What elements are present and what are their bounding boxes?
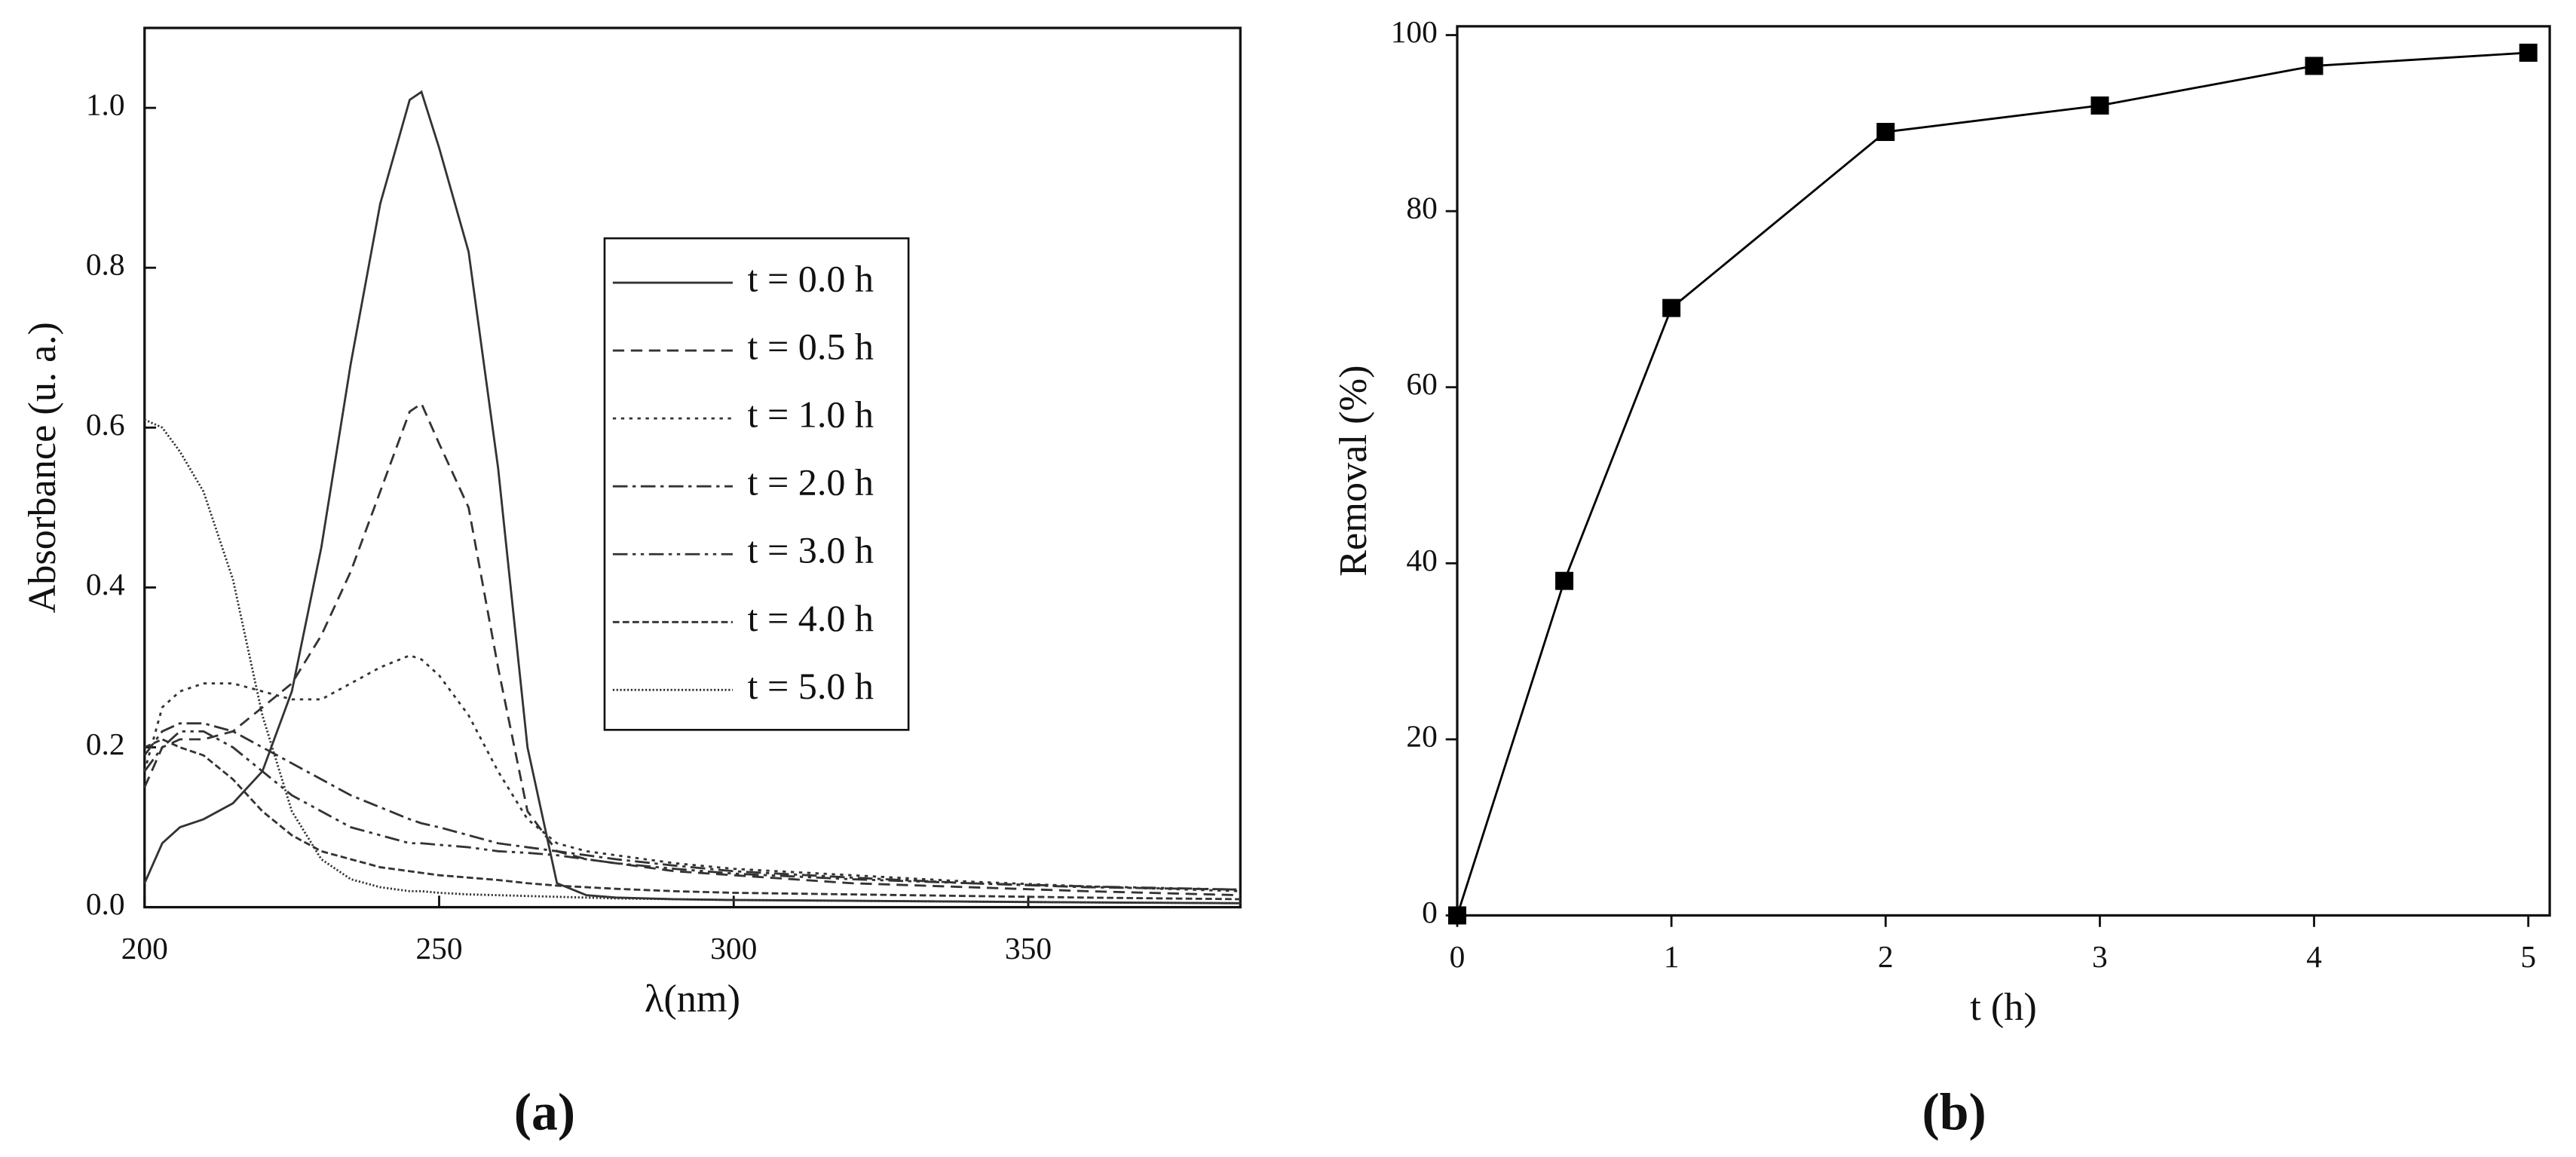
x-tick-label: 0 xyxy=(1450,939,1466,974)
legend-label: t = 2.0 h xyxy=(748,461,874,504)
y-tick-label: 0 xyxy=(1422,895,1438,929)
marker xyxy=(2091,96,2109,115)
x-tick-label: 1 xyxy=(1664,939,1680,974)
y-tick-label: 0.4 xyxy=(86,567,125,601)
y-tick-label: 0.0 xyxy=(86,886,125,921)
marker xyxy=(2519,43,2538,62)
y-tick-label: 1.0 xyxy=(86,87,125,122)
y-axis-title: Absorbance (u. a.) xyxy=(20,322,64,613)
series-line xyxy=(144,418,1241,904)
x-tick-label: 350 xyxy=(1005,931,1052,966)
y-axis-title: Removal (%) xyxy=(1331,366,1375,577)
legend-label: t = 0.0 h xyxy=(748,258,874,300)
y-tick-label: 60 xyxy=(1406,366,1437,401)
legend-label: t = 0.5 h xyxy=(748,326,874,368)
legend-box xyxy=(603,237,910,731)
panel-label: (a) xyxy=(514,1084,575,1142)
x-tick-label: 4 xyxy=(2306,939,2322,974)
y-tick-label: 0.6 xyxy=(86,407,125,442)
legend-label: t = 3.0 h xyxy=(748,529,874,571)
y-tick-label: 40 xyxy=(1406,543,1437,577)
marker xyxy=(1555,571,1574,590)
legend-label: t = 4.0 h xyxy=(748,597,874,639)
series-line xyxy=(143,730,1241,891)
series-line xyxy=(144,738,1241,901)
panel-label: (b) xyxy=(1922,1084,1986,1142)
legend-label: t = 5.0 h xyxy=(748,665,874,707)
y-tick-label: 20 xyxy=(1406,718,1437,753)
plot-frame xyxy=(143,26,1242,909)
marker xyxy=(1662,298,1681,317)
x-tick-label: 300 xyxy=(710,931,757,966)
x-tick-label: 5 xyxy=(2520,939,2536,974)
x-tick-label: 2 xyxy=(1878,939,1894,974)
y-tick-label: 0.2 xyxy=(86,727,125,761)
x-tick-label: 250 xyxy=(415,931,462,966)
marker xyxy=(2305,57,2323,75)
series-line xyxy=(143,722,1241,891)
series-line xyxy=(143,654,1241,892)
plot-frame xyxy=(1456,25,2551,917)
y-tick-label: 0.8 xyxy=(86,247,125,282)
y-tick-label: 80 xyxy=(1406,191,1437,225)
x-axis-title: λ(nm) xyxy=(645,977,740,1021)
marker xyxy=(1447,906,1466,925)
series-line xyxy=(143,402,1241,897)
y-tick-label: 100 xyxy=(1391,14,1438,49)
marker xyxy=(1876,123,1895,142)
x-tick-label: 3 xyxy=(2092,939,2108,974)
series-line xyxy=(1456,51,2529,916)
x-axis-title: t (h) xyxy=(1970,985,2037,1029)
x-tick-label: 200 xyxy=(121,931,168,966)
legend-label: t = 1.0 h xyxy=(748,393,874,436)
